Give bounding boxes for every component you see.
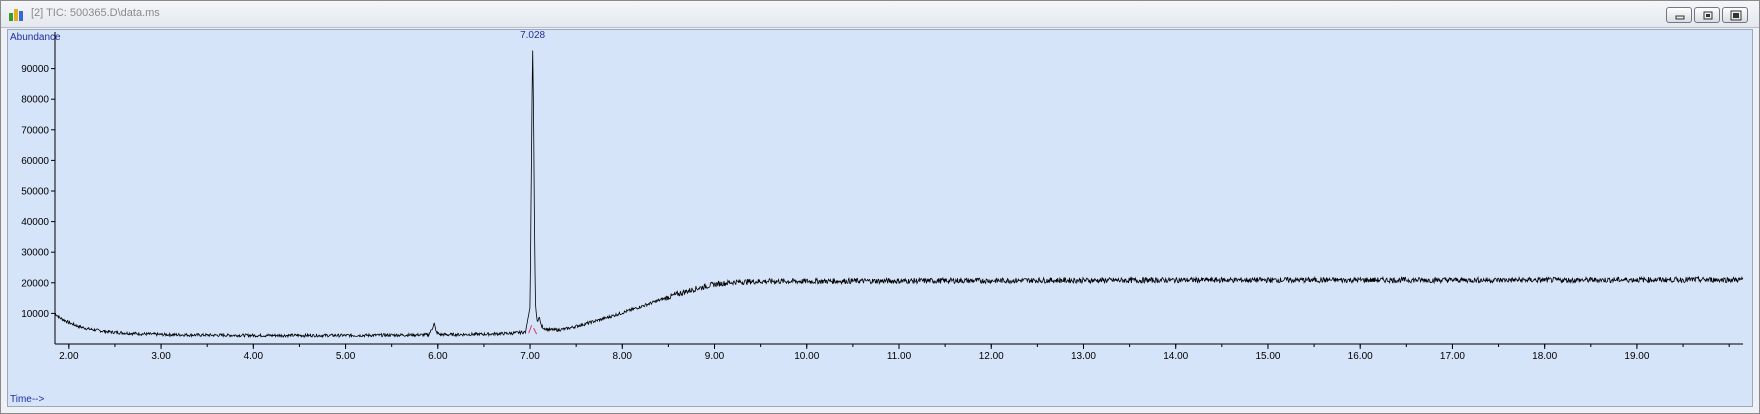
plot-area: Abundance Time--> 10000 20000 30000 40000 50…	[7, 29, 1753, 407]
x-tick-label: 12.00	[979, 351, 1004, 362]
x-tick-label: 18.00	[1532, 351, 1557, 362]
y-tick-label: 10000	[21, 309, 49, 320]
peak-labels: 7.028	[520, 30, 545, 41]
y-tick-label: 50000	[21, 187, 49, 198]
peak-label: 7.028	[520, 30, 545, 41]
x-tick-label: 11.00	[887, 351, 912, 362]
axes: 10000 20000 30000 40000 50000 60000 70000 80000…	[21, 32, 1743, 362]
y-tick-label: 80000	[21, 95, 49, 106]
y-axis-label: Abundance	[10, 32, 61, 43]
x-tick-label: 15.00	[1255, 351, 1280, 362]
y-tick-label: 60000	[21, 156, 49, 167]
integration-marker	[533, 327, 538, 335]
tic-trace-line	[54, 50, 1744, 339]
chromatogram-chart: Abundance Time--> 10000 20000 30000 40000 50…	[10, 30, 1744, 405]
restore-button[interactable]	[1694, 7, 1720, 23]
x-tick-label: 16.00	[1348, 351, 1373, 362]
close-icon	[1730, 10, 1742, 21]
x-tick-label: 9.00	[705, 351, 725, 362]
x-tick-label: 5.00	[336, 351, 356, 362]
x-tick-label: 7.00	[520, 351, 540, 362]
tic-trace	[54, 50, 1744, 339]
title-bar[interactable]: [2] TIC: 500365.D\data.ms	[1, 1, 1759, 28]
window-title: [2] TIC: 500365.D\data.ms	[31, 7, 160, 19]
x-tick-label: 4.00	[244, 351, 264, 362]
x-tick-label: 2.00	[59, 351, 79, 362]
x-tick-label: 17.00	[1440, 351, 1465, 362]
minimize-button[interactable]	[1666, 7, 1692, 23]
x-tick-label: 3.00	[151, 351, 171, 362]
x-tick-label: 6.00	[428, 351, 448, 362]
x-tick-label: 19.00	[1624, 351, 1649, 362]
x-tick-label: 8.00	[613, 351, 633, 362]
x-tick-label: 14.00	[1163, 351, 1188, 362]
y-tick-label: 30000	[21, 248, 49, 259]
y-tick-label: 20000	[21, 278, 49, 289]
y-tick-label: 70000	[21, 125, 49, 136]
x-axis-label: Time-->	[10, 394, 45, 405]
y-tick-label: 90000	[21, 64, 49, 75]
x-tick-label: 13.00	[1071, 351, 1096, 362]
chromatogram-app-icon	[9, 9, 23, 21]
close-button[interactable]	[1722, 7, 1748, 23]
integration-marker	[528, 324, 533, 334]
restore-icon	[1703, 11, 1713, 20]
x-tick-label: 10.00	[794, 351, 819, 362]
y-tick-label: 40000	[21, 217, 49, 228]
minimize-icon	[1675, 15, 1685, 20]
